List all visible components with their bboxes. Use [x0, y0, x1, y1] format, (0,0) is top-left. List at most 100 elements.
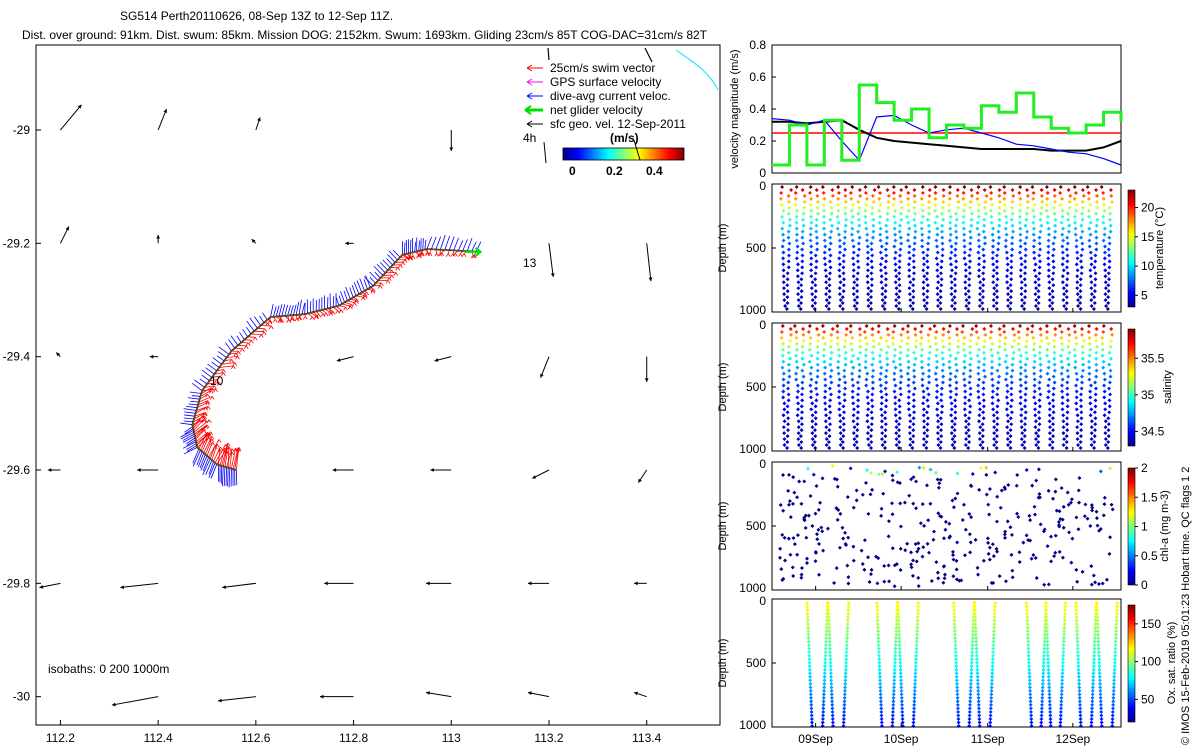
- oxygen-dot: [1062, 618, 1067, 623]
- oxygen-dot: [1061, 650, 1066, 655]
- profile-dot: [1002, 185, 1007, 189]
- oxygen-dot: [952, 625, 957, 630]
- swim-vector: [232, 447, 239, 470]
- profile-dot: [800, 253, 805, 258]
- chl-dot: [1083, 502, 1088, 507]
- oxygen-dot: [954, 674, 959, 679]
- oxygen-dot: [806, 622, 810, 627]
- oxygen-dot: [1041, 671, 1046, 676]
- profile-dot: [1107, 217, 1112, 222]
- oxygen-dot: [916, 604, 921, 609]
- chl-dot: [835, 517, 840, 522]
- profile-dot: [1095, 199, 1100, 204]
- oxygen-dot: [842, 699, 847, 704]
- chl-dot: [1017, 550, 1022, 555]
- oxygen-dot: [879, 720, 884, 725]
- oxygen-dot: [1063, 601, 1068, 605]
- oxygen-dot: [891, 685, 896, 690]
- profile-dot: [808, 341, 813, 346]
- chl-dot: [1066, 502, 1071, 507]
- oxygen-dot: [1025, 615, 1030, 620]
- oxygen-dot: [878, 681, 883, 686]
- map-ytick-label: -30: [13, 690, 31, 704]
- geo-vector-head: [319, 694, 324, 699]
- map-ytick-label: -29.8: [3, 576, 31, 590]
- profile-dot: [950, 425, 955, 430]
- swim-vector: [250, 333, 262, 335]
- oxygen-dot: [898, 674, 903, 679]
- profile-dot: [786, 398, 791, 403]
- chl-dot: [874, 554, 879, 559]
- chl-dot: [813, 511, 818, 516]
- dac-vector: [188, 403, 199, 406]
- oxygen-dot: [898, 664, 903, 669]
- oxygen-dot: [1041, 657, 1046, 662]
- profile-dot: [795, 208, 800, 213]
- profile-dot: [976, 250, 981, 255]
- oxygen-dot: [895, 601, 900, 605]
- map-xtick-label: 112.4: [144, 731, 173, 745]
- geo-vector: [60, 104, 82, 131]
- oxygen-dot: [843, 667, 848, 672]
- oxygen-dot: [1046, 678, 1051, 683]
- profile-dot: [1058, 185, 1063, 189]
- profile-dot: [1018, 244, 1023, 249]
- oxygen-dot: [1044, 618, 1049, 623]
- chl-dot: [846, 535, 851, 540]
- profile-dot: [1020, 298, 1024, 303]
- oxygen-dot: [897, 646, 902, 651]
- swim-vector: [196, 433, 209, 444]
- oxygen-dot: [821, 692, 826, 697]
- oxygen-dot: [1044, 615, 1049, 620]
- swim-vector-head: [364, 291, 369, 296]
- swim-vector: [200, 390, 212, 397]
- chl-dot: [932, 529, 936, 534]
- dac-vector: [183, 408, 197, 411]
- legend-arrowhead-dac: [526, 92, 533, 100]
- swim-vector-head: [231, 365, 236, 370]
- profile-dot: [1024, 235, 1029, 240]
- profile-dot: [1079, 326, 1084, 331]
- oxygen-dot: [897, 643, 902, 648]
- oxygen-dot: [891, 699, 896, 704]
- chl-dot: [1006, 482, 1011, 487]
- profile-dot: [1046, 238, 1051, 243]
- swim-vector-head: [338, 309, 344, 314]
- profile-dot: [1094, 223, 1099, 228]
- oxygen-dot: [990, 657, 995, 662]
- swim-vector-head: [362, 295, 368, 299]
- legend-label-gps: GPS surface velocity: [550, 75, 661, 89]
- chl-dot: [936, 576, 941, 581]
- colorbar-tick-2: 0.4: [646, 164, 663, 178]
- profile-dot: [838, 298, 843, 303]
- profile-dot: [814, 217, 819, 222]
- oxygen-dot: [992, 622, 997, 627]
- chl-dot: [846, 581, 851, 586]
- dac-vector: [295, 301, 300, 315]
- profile-dot: [1101, 238, 1106, 243]
- oxygen-dot: [827, 643, 832, 648]
- oxygen-dot: [1060, 681, 1065, 686]
- swim-vector-head: [235, 356, 240, 360]
- dac-vector: [201, 369, 213, 378]
- profile-dot: [822, 329, 827, 334]
- dac-vector: [186, 443, 197, 450]
- profile-dot: [1093, 229, 1098, 234]
- oxygen-dot: [1074, 618, 1079, 623]
- profile-dot: [1095, 193, 1100, 198]
- oxygen-dot: [990, 674, 995, 679]
- profile-dot: [954, 229, 958, 234]
- profile-dot: [865, 244, 870, 249]
- chl-dot: [830, 463, 835, 468]
- oxygen-dot: [1025, 629, 1030, 634]
- chl-dot: [805, 556, 809, 561]
- profile-dot: [809, 244, 814, 249]
- swim-vector: [196, 437, 210, 448]
- swim-vector-head: [378, 282, 384, 287]
- chl-dot: [1101, 513, 1106, 518]
- oxygen-dot: [974, 650, 979, 655]
- profile-dot: [829, 211, 834, 216]
- oxygen-dot: [991, 643, 996, 648]
- oxygen-dot: [809, 713, 814, 718]
- oxygen-dot: [913, 681, 918, 686]
